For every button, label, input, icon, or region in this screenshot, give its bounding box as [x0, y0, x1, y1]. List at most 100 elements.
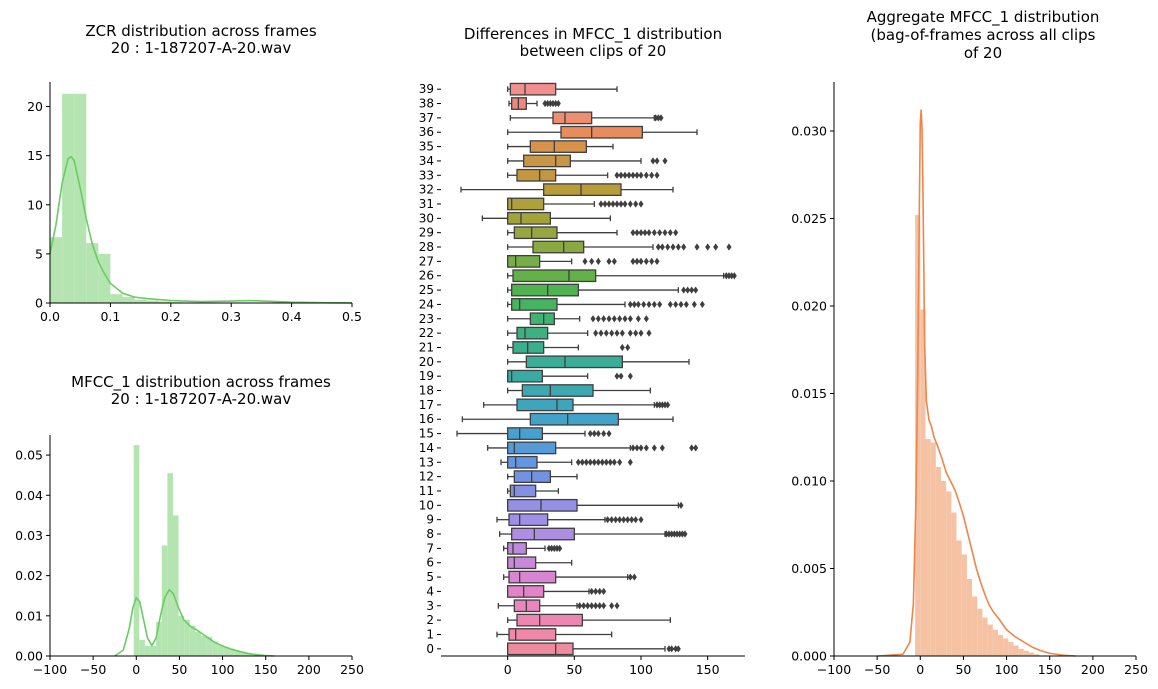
y-tick-label: 33	[419, 168, 434, 182]
iqr-box	[512, 341, 545, 354]
outlier-point	[605, 516, 611, 524]
outlier-point	[681, 243, 687, 251]
y-tick-label: 24	[419, 297, 434, 311]
outlier-point	[630, 171, 636, 179]
outlier-point	[678, 300, 684, 309]
agg-y-tick-label: 0.020	[791, 299, 827, 314]
mfcc-title-line-1: MFCC_1 distribution across frames	[71, 373, 331, 392]
iqr-box	[523, 154, 571, 168]
box-17	[483, 398, 671, 412]
outlier-point	[638, 229, 644, 237]
iqr-box	[507, 211, 551, 225]
outlier-point	[678, 501, 684, 509]
mfcc-y-tick-label: 0.00	[15, 649, 43, 664]
outlier-point	[603, 329, 609, 337]
iqr-box	[507, 455, 538, 469]
y-tick-label: 30	[419, 211, 434, 225]
outlier-point	[606, 429, 612, 438]
mfcc-x-tick-label: 200	[297, 662, 321, 677]
outlier-point	[634, 171, 640, 179]
agg-bar	[956, 540, 962, 656]
outlier-point	[593, 587, 599, 596]
outlier-point	[631, 573, 637, 581]
iqr-box	[509, 82, 557, 96]
outlier-point	[631, 300, 637, 309]
outlier-point	[633, 200, 639, 208]
agg-bar	[966, 579, 973, 656]
y-tick-label: 37	[419, 111, 434, 125]
agg-bar	[1018, 649, 1024, 656]
zcr-bar	[158, 301, 171, 303]
iqr-box	[508, 570, 557, 584]
iqr-box	[560, 125, 643, 139]
box-15	[456, 427, 612, 440]
outlier-point	[614, 602, 620, 610]
box-24	[507, 298, 705, 311]
mfcc-bar	[229, 648, 235, 656]
y-tick-label: 36	[419, 125, 434, 139]
box-3	[497, 599, 620, 613]
iqr-box	[507, 197, 545, 211]
box-31	[507, 197, 644, 211]
agg-bar	[1003, 638, 1009, 656]
y-tick-label: 1	[426, 627, 434, 641]
outlier-point	[634, 257, 640, 265]
outlier-point	[634, 229, 640, 237]
outlier-point	[662, 157, 668, 165]
outlier-point	[601, 315, 607, 323]
outlier-point	[666, 530, 672, 538]
iqr-box	[507, 441, 557, 455]
y-tick-label: 4	[426, 584, 434, 598]
zcr-y-tick-label: 0	[35, 296, 43, 311]
mfcc-bar	[189, 625, 196, 656]
outlier-point	[689, 286, 695, 294]
mfcc-y-tick-label: 0.04	[15, 488, 43, 503]
agg-bar	[997, 635, 1004, 656]
outlier-point	[665, 401, 671, 409]
agg-x-tick-label: 200	[1081, 662, 1105, 677]
iqr-box	[507, 369, 543, 383]
outlier-point	[665, 243, 671, 251]
outlier-point	[653, 114, 659, 122]
agg-y-tick-label: 0.025	[791, 211, 827, 226]
iqr-box	[507, 541, 527, 555]
agg-x-tick-label: 100	[995, 662, 1019, 677]
y-tick-label: 10	[419, 498, 434, 512]
agg-y-tick-label: 0.000	[791, 649, 827, 664]
agg-bar	[925, 439, 931, 656]
box-18	[507, 384, 651, 397]
zcr-bar	[98, 253, 111, 303]
outlier-point	[641, 300, 647, 309]
outlier-point	[597, 587, 603, 596]
outlier-point	[651, 229, 657, 237]
box-30	[481, 211, 611, 225]
box-26	[507, 269, 737, 283]
agg-bar	[987, 624, 993, 656]
outlier-point	[691, 300, 697, 309]
y-tick-label: 31	[419, 197, 434, 211]
outlier-point	[654, 171, 660, 179]
iqr-box	[521, 384, 594, 397]
outlier-point	[705, 243, 711, 251]
outlier-point	[634, 444, 640, 452]
agg-x-tick-label: 150	[1038, 662, 1062, 677]
outlier-point	[627, 200, 633, 208]
agg-x-tick-label: 0	[916, 662, 924, 677]
outlier-point	[626, 171, 632, 179]
outlier-point	[731, 272, 737, 280]
iqr-box	[507, 498, 578, 512]
outlier-point	[609, 516, 615, 524]
outlier-point	[630, 229, 636, 237]
box-23	[507, 312, 649, 326]
agg-bar	[982, 617, 988, 656]
zcr-x-tick-label: 0.1	[100, 309, 120, 324]
outlier-point	[595, 429, 601, 438]
aggregate-title-line-1: Aggregate MFCC_1 distribution	[867, 8, 1100, 27]
agg-y-tick-label: 0.010	[791, 474, 827, 489]
agg-bar	[977, 608, 983, 656]
y-tick-label: 2	[426, 613, 434, 627]
iqr-box	[507, 585, 545, 598]
mfcc-x-tick-label: 100	[211, 662, 235, 677]
zcr-bar	[122, 297, 135, 303]
